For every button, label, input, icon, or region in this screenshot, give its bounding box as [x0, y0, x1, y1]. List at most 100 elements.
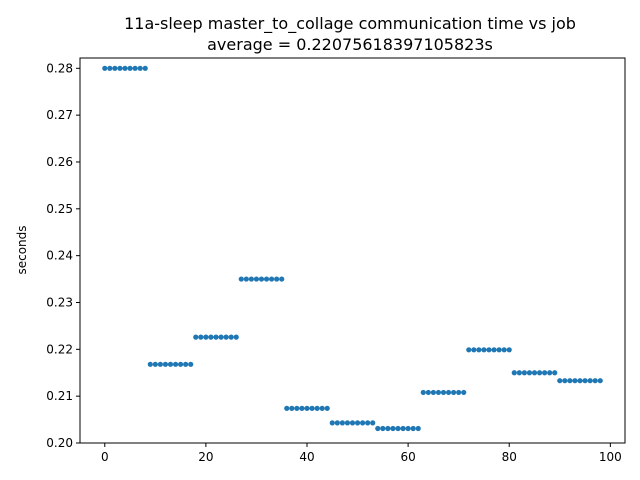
- data-point: [526, 370, 533, 376]
- data-point: [562, 378, 568, 384]
- data-point: [390, 425, 396, 432]
- y-tick-label: 0.26: [46, 155, 73, 169]
- data-point: [466, 347, 472, 353]
- data-point: [400, 425, 406, 432]
- data-point: [531, 370, 538, 376]
- data-point: [557, 378, 563, 384]
- data-point: [521, 370, 527, 376]
- data-point: [445, 389, 452, 396]
- data-point: [258, 276, 265, 282]
- data-point: [587, 378, 593, 384]
- data-point: [415, 425, 421, 432]
- data-point: [501, 347, 507, 353]
- data-point: [486, 347, 492, 353]
- data-point: [542, 370, 548, 376]
- data-point: [253, 276, 260, 282]
- data-point: [238, 276, 244, 282]
- y-tick-label: 0.28: [46, 61, 73, 75]
- y-tick-label: 0.21: [46, 389, 73, 403]
- data-point: [319, 405, 325, 411]
- data-point: [552, 370, 558, 376]
- data-point: [147, 361, 153, 367]
- data-point: [339, 420, 345, 426]
- data-point: [314, 405, 320, 411]
- data-point: [213, 334, 219, 340]
- data-point: [440, 389, 447, 396]
- data-point: [198, 334, 204, 340]
- data-point: [107, 65, 113, 71]
- data-point: [172, 361, 179, 367]
- data-point: [592, 378, 598, 384]
- x-tick-label: 60: [400, 450, 415, 464]
- data-point: [218, 334, 224, 340]
- data-point: [375, 425, 381, 432]
- data-point: [329, 420, 335, 426]
- data-point: [137, 65, 143, 71]
- data-point: [122, 65, 128, 71]
- data-point: [511, 370, 517, 376]
- data-point: [269, 276, 275, 282]
- data-point: [334, 420, 340, 426]
- y-tick-label: 0.23: [46, 295, 73, 309]
- data-point: [279, 276, 285, 282]
- data-point: [193, 334, 199, 340]
- data-point: [491, 347, 497, 353]
- chart-title: 11a-sleep master_to_collage communicatio…: [124, 14, 576, 34]
- data-point: [516, 370, 522, 376]
- x-tick-label: 20: [198, 450, 213, 464]
- y-tick-label: 0.22: [46, 342, 73, 356]
- data-point: [167, 361, 174, 367]
- data-point: [354, 420, 361, 426]
- data-point: [208, 334, 214, 340]
- data-point: [324, 405, 330, 411]
- data-point: [370, 420, 376, 426]
- data-point: [435, 389, 442, 396]
- y-tick-label: 0.25: [46, 202, 73, 216]
- data-point: [142, 65, 148, 71]
- data-point: [152, 361, 158, 367]
- data-point: [157, 361, 163, 367]
- axes-frame: [79, 57, 626, 444]
- y-tick-label: 0.24: [46, 249, 73, 263]
- plot-area: [102, 65, 603, 432]
- data-point: [102, 65, 108, 71]
- y-tick-label: 0.27: [46, 108, 73, 122]
- data-point: [304, 405, 310, 411]
- data-point: [112, 65, 118, 71]
- data-point: [294, 405, 300, 411]
- data-point: [284, 405, 290, 411]
- data-point: [365, 420, 371, 426]
- data-point: [380, 425, 386, 432]
- data-point: [344, 420, 351, 426]
- data-point: [476, 347, 482, 353]
- data-point: [223, 334, 229, 340]
- data-point: [299, 405, 305, 411]
- data-point: [274, 276, 280, 282]
- data-point: [178, 361, 184, 367]
- data-point: [183, 361, 189, 367]
- data-point: [385, 425, 391, 432]
- data-point: [430, 389, 436, 396]
- data-point: [203, 334, 209, 340]
- data-point: [567, 378, 573, 384]
- x-tick-label: 0: [101, 450, 109, 464]
- data-point: [410, 425, 416, 432]
- data-point: [395, 425, 401, 432]
- data-point: [188, 361, 194, 367]
- data-point: [536, 370, 543, 376]
- data-point: [425, 389, 431, 396]
- data-point: [420, 389, 426, 396]
- y-axis-label: seconds: [15, 225, 29, 274]
- data-point: [289, 405, 295, 411]
- data-point: [228, 334, 234, 340]
- x-tick-label: 100: [599, 450, 622, 464]
- data-point: [577, 378, 583, 384]
- chart-subtitle: average = 0.22075618397105823s: [207, 35, 493, 54]
- y-tick-label: 0.20: [46, 436, 73, 450]
- x-tick-label: 80: [502, 450, 517, 464]
- data-point: [309, 405, 315, 411]
- data-point: [496, 347, 502, 353]
- data-point: [405, 425, 411, 432]
- data-point: [349, 420, 356, 426]
- data-point: [506, 347, 512, 353]
